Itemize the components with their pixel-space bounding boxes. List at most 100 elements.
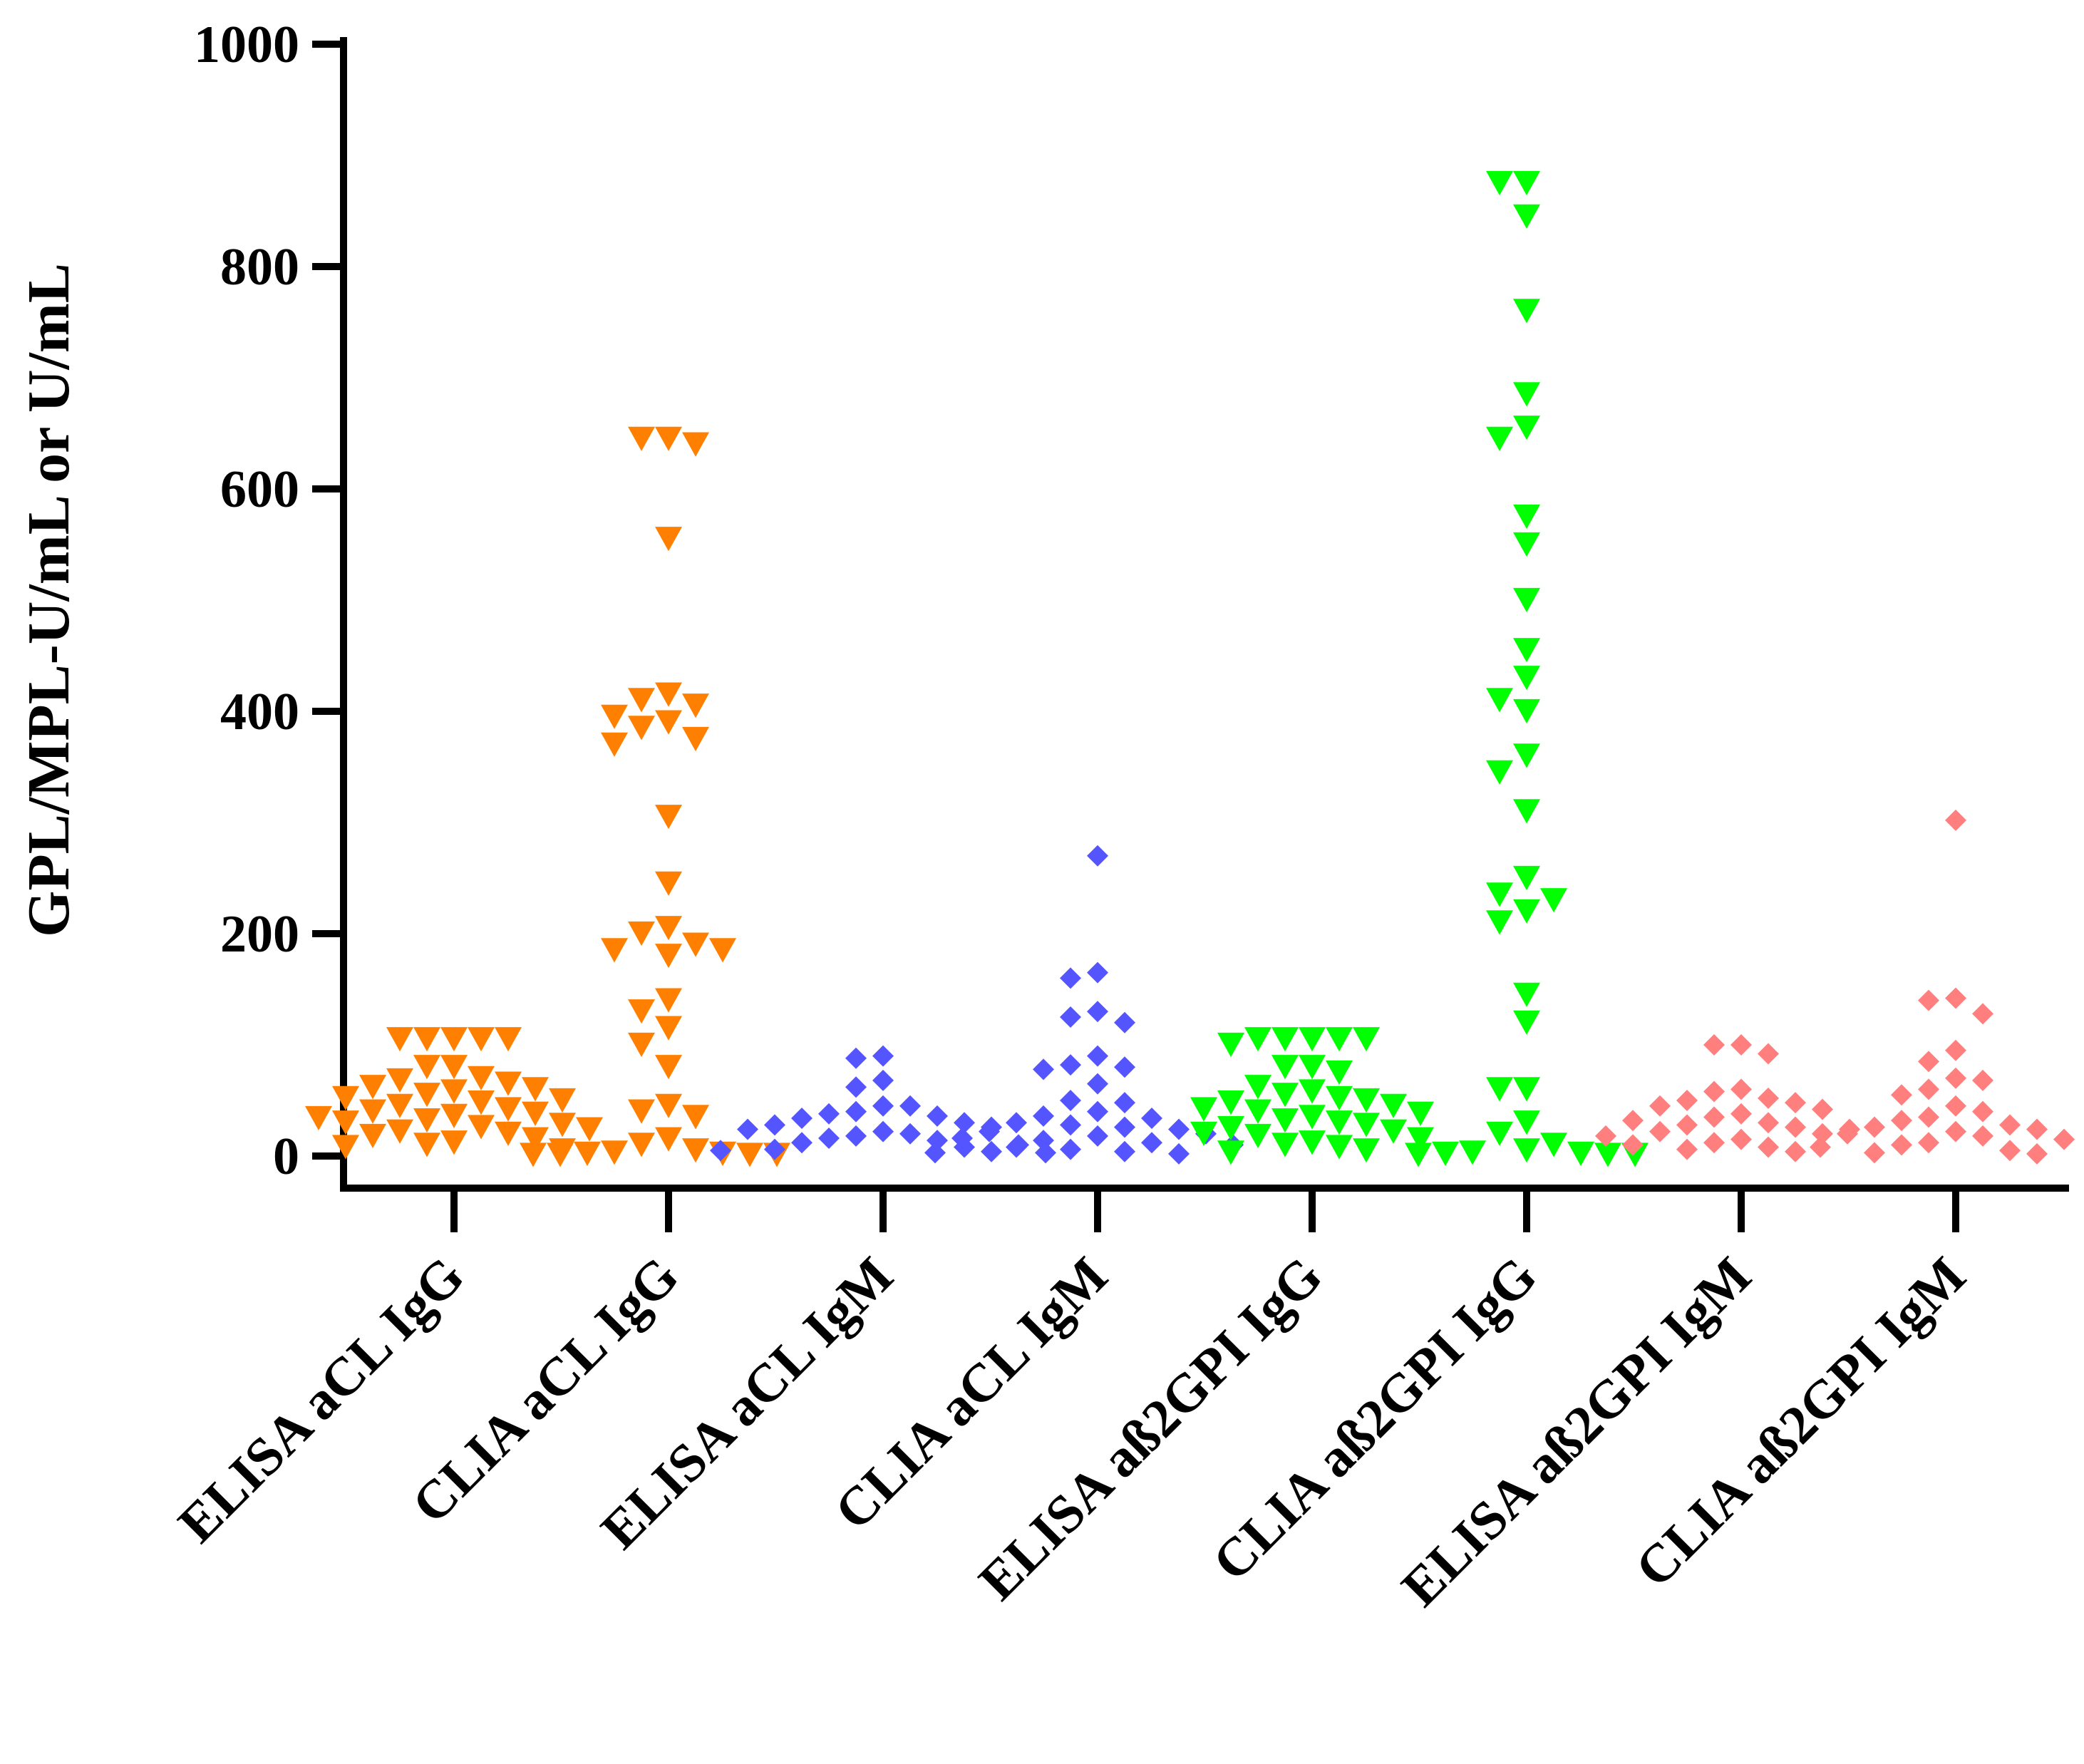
data-point (1432, 1141, 1459, 1166)
data-point (413, 1108, 440, 1133)
data-point (1326, 1085, 1353, 1110)
data-point (440, 1055, 468, 1080)
data-point (655, 682, 682, 707)
data-point (655, 916, 682, 941)
data-point (1513, 204, 1540, 229)
data-point (1758, 1112, 1779, 1134)
data-point (359, 1075, 386, 1100)
data-point (1918, 1132, 1939, 1154)
data-point (764, 1114, 785, 1136)
data-point (440, 1130, 468, 1155)
data-point (1190, 1121, 1217, 1146)
data-point (601, 704, 628, 729)
data-point (1513, 299, 1540, 324)
data-point (332, 1085, 359, 1110)
data-point (872, 1045, 894, 1067)
data-point (737, 1118, 758, 1140)
data-point (927, 1105, 948, 1127)
data-point (1513, 382, 1540, 407)
data-point (682, 693, 709, 718)
data-point (1060, 1054, 1081, 1076)
data-point (1594, 1143, 1621, 1167)
data-point (1271, 1133, 1299, 1157)
data-point (1087, 961, 1108, 984)
data-point (845, 1076, 867, 1098)
data-point (1513, 982, 1540, 1007)
data-point (386, 1068, 413, 1093)
data-point (1785, 1116, 1806, 1138)
data-point (1812, 1098, 1833, 1120)
data-point (601, 938, 628, 963)
data-point (1405, 1143, 1432, 1167)
data-point (655, 1055, 682, 1080)
data-point (1649, 1095, 1671, 1117)
data-point (495, 1027, 522, 1052)
data-point (495, 1121, 522, 1146)
data-point (1864, 1116, 1885, 1138)
data-point (1891, 1110, 1912, 1132)
data-point (1353, 1027, 1380, 1052)
y-tick-label: 600 (220, 460, 299, 519)
data-point (655, 527, 682, 552)
data-point (1513, 1077, 1540, 1102)
data-point (1271, 1027, 1299, 1052)
data-point (1380, 1093, 1407, 1118)
data-point (655, 944, 682, 969)
data-point (413, 1133, 440, 1157)
data-point (1703, 1034, 1725, 1056)
data-point (682, 1105, 709, 1130)
data-point (495, 1097, 522, 1122)
data-point (1810, 1136, 1831, 1158)
data-point (1407, 1127, 1434, 1152)
data-point (1060, 967, 1081, 989)
data-point (1513, 1010, 1540, 1035)
data-point (547, 1143, 574, 1167)
data-point (1141, 1132, 1162, 1154)
data-point (1087, 1100, 1108, 1123)
data-point (1999, 1114, 2021, 1136)
data-point (1837, 1123, 1858, 1145)
data-point (628, 1032, 655, 1058)
data-point (440, 1027, 468, 1052)
data-point (1033, 1105, 1054, 1127)
data-point (2053, 1128, 2075, 1150)
data-point (522, 1077, 549, 1102)
y-tick-label: 1000 (194, 16, 299, 74)
data-point (1972, 1100, 1993, 1123)
x-tick-label: ELISA aß2GPI IgM (1391, 1246, 1763, 1618)
data-point (1758, 1136, 1779, 1158)
data-point (386, 1119, 413, 1144)
data-point (1703, 1080, 1725, 1103)
data-point (682, 1138, 709, 1163)
data-point (1353, 1138, 1380, 1163)
data-point (1676, 1090, 1698, 1111)
data-point (1595, 1125, 1616, 1147)
data-point (522, 1101, 549, 1126)
data-point (522, 1127, 549, 1152)
data-point (655, 1127, 682, 1152)
data-point (468, 1090, 495, 1115)
data-point (413, 1083, 440, 1108)
data-point (440, 1103, 468, 1128)
data-point (520, 1143, 547, 1167)
data-point (655, 871, 682, 896)
y-ticks: 0 200 400 600 800 1000 (194, 16, 344, 1186)
data-point (1730, 1103, 1752, 1125)
data-point (1114, 1140, 1135, 1162)
data-point (655, 710, 682, 735)
data-point (1486, 1121, 1513, 1146)
data-point (1168, 1143, 1190, 1165)
data-point (440, 1079, 468, 1104)
data-point (1244, 1027, 1271, 1052)
data-point (628, 999, 655, 1024)
data-point (2026, 1118, 2048, 1140)
data-point (1486, 1077, 1513, 1102)
data-point (924, 1142, 946, 1164)
data-point (764, 1138, 785, 1160)
data-point (872, 1069, 894, 1091)
data-point (1217, 1032, 1244, 1058)
data-point (413, 1055, 440, 1080)
data-point (1271, 1083, 1299, 1108)
data-point (1244, 1075, 1271, 1100)
